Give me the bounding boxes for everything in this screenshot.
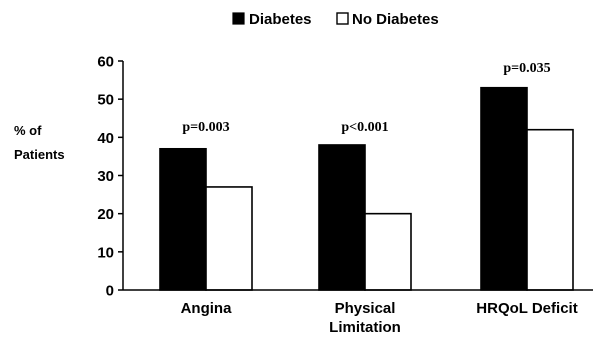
x-category-label: HRQoL Deficit — [476, 300, 577, 317]
legend-label-no-diabetes: No Diabetes — [352, 11, 439, 28]
y-axis-label-line-2: Patients — [14, 147, 65, 162]
bar-no-diabetes — [364, 212, 412, 291]
bar-diabetes — [159, 147, 207, 291]
y-tick-label: 30 — [97, 168, 114, 185]
annotations: p=0.003 p<0.001 p=0.035 — [182, 61, 550, 135]
bar-no-diabetes — [205, 186, 253, 291]
y-tick-label: 0 — [106, 283, 114, 300]
bars — [159, 86, 574, 291]
bar-no-diabetes — [526, 128, 574, 291]
legend-swatch-no-diabetes — [336, 12, 349, 25]
y-tick-label: 10 — [97, 244, 114, 261]
x-category-label: Physical — [335, 300, 396, 317]
legend-label-diabetes: Diabetes — [249, 11, 312, 28]
y-axis-label-line-1: % of — [14, 123, 42, 138]
p-value-annotation: p=0.035 — [503, 61, 550, 76]
p-value-annotation: p=0.003 — [182, 120, 229, 135]
legend: Diabetes No Diabetes — [232, 11, 439, 28]
y-tick-label: 40 — [97, 130, 114, 147]
x-category-label: Angina — [181, 300, 232, 317]
legend-swatch-diabetes — [232, 12, 245, 25]
bar-diabetes — [318, 144, 366, 291]
bar-diabetes — [480, 86, 528, 291]
y-axis: 0 10 20 30 40 50 60 — [97, 54, 124, 300]
y-tick-label: 60 — [97, 54, 114, 71]
p-value-annotation: p<0.001 — [341, 120, 388, 135]
x-axis-labels: Angina Physical Limitation HRQoL Deficit — [181, 300, 578, 336]
x-category-label: Limitation — [329, 319, 401, 336]
y-tick-label: 50 — [97, 92, 114, 109]
y-tick-label: 20 — [97, 206, 114, 223]
y-axis-label: % of Patients — [14, 123, 65, 162]
